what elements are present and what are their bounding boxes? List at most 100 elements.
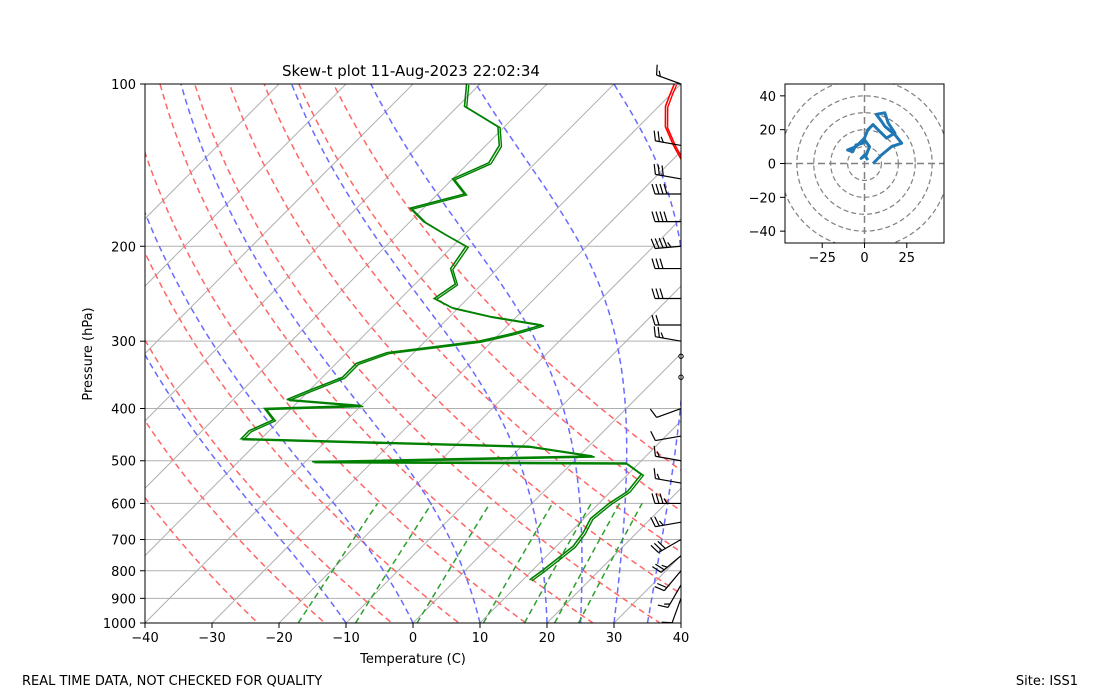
barb-staff xyxy=(655,521,682,528)
mixing-ratio-line xyxy=(416,503,491,623)
barb-flag xyxy=(657,604,669,609)
quality-disclaimer: REAL TIME DATA, NOT CHECKED FOR QUALITY xyxy=(22,674,323,689)
dry-adiabat-line xyxy=(297,84,681,512)
dry-adiabat-line xyxy=(145,150,528,623)
dry-adiabat-line xyxy=(145,496,259,623)
wind-barb xyxy=(655,64,682,85)
barb-staff xyxy=(667,584,682,608)
dry-adiabat-line xyxy=(145,250,461,623)
barb-flag xyxy=(658,237,664,249)
x-tick-label: −30 xyxy=(198,631,225,646)
barb-flag xyxy=(651,258,656,269)
moist-adiabat-line xyxy=(370,84,583,623)
isotherm-line xyxy=(211,150,681,623)
x-tick-label: −20 xyxy=(265,631,292,646)
isotherm-line xyxy=(479,420,681,623)
barb-flag xyxy=(653,326,656,337)
barb-flag xyxy=(653,163,656,175)
moist-adiabat-line xyxy=(145,210,414,623)
wind-barb xyxy=(650,237,682,250)
isotherm-line xyxy=(145,84,347,287)
hodo-y-tick-label: 0 xyxy=(768,158,776,173)
barb-staff xyxy=(655,435,682,442)
mixing-ratio-line xyxy=(354,502,433,623)
x-tick-label: 0 xyxy=(409,631,417,646)
barb-flag xyxy=(656,473,660,480)
barb-staff xyxy=(655,455,682,462)
barb-flag xyxy=(662,237,668,248)
wind-barbs xyxy=(649,64,684,624)
hodograph-ticks: −25 0 25 40 20 0 −20 −40 xyxy=(749,90,915,266)
barb-flag xyxy=(655,211,660,222)
temperature-profile-trace xyxy=(666,84,681,158)
wind-barb xyxy=(651,258,681,270)
site-label: Site: ISS1 xyxy=(1015,674,1078,689)
dewpoint-profile-trace xyxy=(241,84,645,582)
barb-flag xyxy=(655,314,660,326)
isotherm-line xyxy=(145,84,548,489)
hodograph-trace xyxy=(846,111,904,165)
hodo-y-tick-label: −20 xyxy=(749,191,776,206)
moist-adiabat-line xyxy=(180,84,481,623)
barb-staff xyxy=(663,570,682,592)
barb-flag xyxy=(659,211,664,222)
barb-flag xyxy=(657,131,660,142)
moist-adiabat-line xyxy=(475,84,628,623)
mixing-ratio-line xyxy=(554,503,621,623)
hodograph-line xyxy=(846,111,904,165)
hodograph-rings xyxy=(785,84,944,243)
wind-barb xyxy=(653,326,682,342)
barb-flag xyxy=(655,183,660,195)
wind-barb xyxy=(650,430,682,442)
barb-flag xyxy=(653,468,656,479)
barb-flag xyxy=(654,516,660,527)
barb-flag xyxy=(650,544,659,553)
skewt-ticks: −40 −30 −20 −10 0 10 20 30 40 1000 900 800 700 600 500… xyxy=(103,78,689,646)
isotherm-line xyxy=(145,84,280,220)
barb-flag xyxy=(651,493,656,504)
barb-flag xyxy=(663,498,668,504)
barb-staff xyxy=(655,336,682,342)
hodo-y-tick-label: −40 xyxy=(749,225,776,240)
isotherm-line xyxy=(278,218,681,623)
moist-adiabat-line xyxy=(290,84,548,623)
barb-flag xyxy=(661,564,668,568)
barb-staff xyxy=(656,407,682,418)
barb-flag xyxy=(656,451,660,458)
wind-barb xyxy=(653,163,682,180)
isotherm-line xyxy=(345,285,681,623)
wind-barb xyxy=(653,130,682,147)
x-tick-label: −10 xyxy=(332,631,359,646)
hodo-x-tick-label: −25 xyxy=(808,251,835,266)
wind-barb xyxy=(652,555,682,573)
barb-flag xyxy=(651,288,656,299)
barb-flag xyxy=(657,540,666,549)
wind-barb xyxy=(650,516,682,528)
skewt-background-lines xyxy=(145,84,681,623)
isotherm-line xyxy=(412,352,681,623)
barb-flag xyxy=(655,493,660,504)
y-tick-label: 400 xyxy=(111,403,136,418)
barb-flag xyxy=(663,183,668,195)
dry-adiabat-line xyxy=(145,338,394,623)
wind-barb xyxy=(653,445,682,462)
barb-staff xyxy=(656,74,682,85)
x-tick-label: 40 xyxy=(673,631,690,646)
barb-staff xyxy=(658,538,682,554)
hodo-y-tick-label: 40 xyxy=(759,90,776,105)
wind-barb xyxy=(651,288,681,300)
moist-adiabat-line xyxy=(613,84,681,623)
isotherm-line xyxy=(145,84,681,623)
y-tick-label: 300 xyxy=(111,335,136,350)
y-tick-label: 600 xyxy=(111,497,136,512)
barb-flag xyxy=(663,211,668,222)
skewt-title: Skew-t plot 11-Aug-2023 22:02:34 xyxy=(282,62,540,80)
y-tick-label: 800 xyxy=(111,565,136,580)
barb-flag xyxy=(659,493,664,504)
barb-flag xyxy=(651,211,656,222)
hodo-x-tick-label: 25 xyxy=(899,251,916,266)
barb-flag xyxy=(660,332,664,339)
barb-flag xyxy=(667,242,672,248)
barb-flag xyxy=(660,136,664,143)
